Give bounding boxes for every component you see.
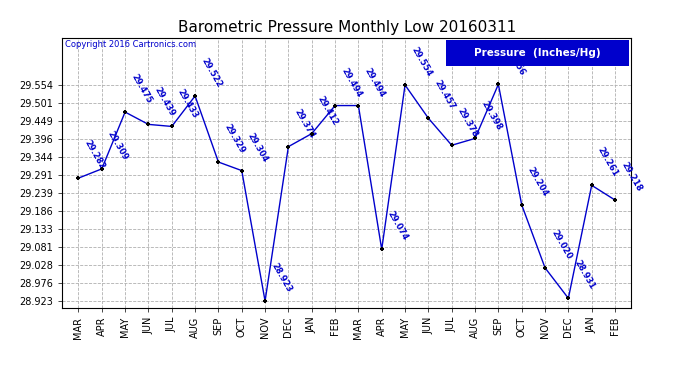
Text: 29.433: 29.433 — [176, 87, 200, 120]
Point — [190, 93, 201, 99]
Point — [609, 197, 620, 203]
Point — [96, 166, 107, 172]
Point — [166, 123, 177, 129]
Point — [283, 144, 294, 150]
Text: 29.412: 29.412 — [316, 94, 340, 127]
Text: 29.282: 29.282 — [83, 139, 106, 171]
Point — [400, 82, 411, 88]
Point — [330, 102, 341, 108]
Point — [469, 135, 480, 141]
Point — [516, 202, 527, 208]
Text: 28.923: 28.923 — [269, 262, 293, 294]
Text: 29.204: 29.204 — [526, 165, 550, 198]
Text: 29.494: 29.494 — [339, 66, 363, 99]
Text: 29.261: 29.261 — [596, 146, 620, 178]
Point — [540, 265, 551, 271]
Text: 29.304: 29.304 — [246, 131, 270, 164]
Title: Barometric Pressure Monthly Low 20160311: Barometric Pressure Monthly Low 20160311 — [177, 20, 516, 35]
Point — [423, 115, 434, 121]
Text: 29.522: 29.522 — [199, 56, 224, 89]
Text: 29.309: 29.309 — [106, 130, 130, 162]
Point — [376, 246, 387, 252]
Text: 28.931: 28.931 — [573, 259, 596, 291]
Point — [446, 142, 457, 148]
Text: 29.074: 29.074 — [386, 210, 410, 242]
Point — [259, 298, 270, 304]
Text: 29.378: 29.378 — [456, 106, 480, 138]
Text: 29.475: 29.475 — [129, 73, 153, 105]
Text: 29.374: 29.374 — [293, 107, 317, 140]
Text: 29.554: 29.554 — [409, 45, 433, 78]
Text: 29.556: 29.556 — [502, 45, 526, 77]
Text: 29.494: 29.494 — [362, 66, 386, 99]
Text: 29.329: 29.329 — [223, 123, 246, 155]
Point — [353, 102, 364, 108]
Point — [493, 81, 504, 87]
Point — [119, 109, 130, 115]
Text: 29.398: 29.398 — [480, 99, 503, 132]
Point — [213, 159, 224, 165]
Text: 29.439: 29.439 — [152, 85, 177, 117]
Point — [586, 182, 598, 188]
Point — [563, 295, 574, 301]
Point — [143, 122, 154, 128]
Text: Copyright 2016 Cartronics.com: Copyright 2016 Cartronics.com — [65, 40, 196, 49]
Text: 29.218: 29.218 — [619, 160, 643, 193]
Text: 29.457: 29.457 — [433, 79, 457, 111]
Text: 29.020: 29.020 — [549, 228, 573, 261]
Point — [306, 130, 317, 136]
Point — [236, 168, 247, 174]
Point — [73, 175, 84, 181]
